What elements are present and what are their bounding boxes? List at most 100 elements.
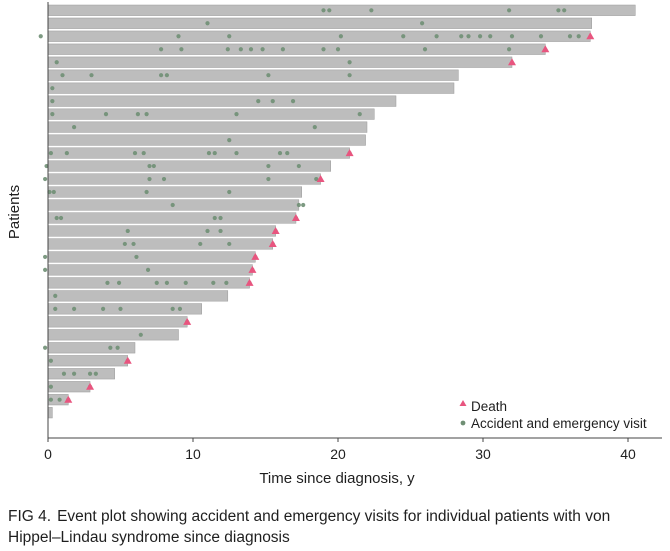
patient-bar: [47, 316, 188, 328]
visit-dot: [170, 306, 175, 311]
visit-dot: [227, 241, 232, 247]
visit-dot: [335, 47, 341, 52]
visit-dot: [105, 280, 110, 285]
visit-dot: [290, 99, 296, 104]
visit-dot: [225, 47, 230, 52]
x-axis-label: Time since diagnosis, y: [259, 470, 415, 487]
patient-bar: [47, 69, 459, 81]
visit-dot: [248, 47, 254, 52]
visit-dot: [54, 60, 59, 65]
death-triangle: [245, 278, 254, 286]
visit-dot: [422, 47, 428, 52]
visit-dot: [420, 21, 425, 26]
death-markers: [64, 32, 595, 403]
visit-dot: [72, 371, 77, 376]
death-triangle: [541, 45, 550, 53]
visit-dot: [218, 228, 223, 234]
patient-bars: [47, 4, 636, 419]
visit-dot: [218, 215, 223, 221]
visit-dot: [327, 8, 332, 13]
y-axis-label: Patients: [6, 185, 23, 239]
visit-dot: [206, 150, 212, 156]
visit-dot: [270, 99, 275, 104]
visit-dot: [296, 202, 301, 208]
legend-visit-label: Accident and emergency visit: [471, 416, 647, 431]
event-plot-chart: 0 10 20 30 40 Patients Time since diagnosis,…: [6, 2, 662, 487]
visit-dot: [177, 306, 183, 311]
visit-dot: [205, 228, 210, 234]
visit-dot: [138, 332, 143, 337]
patient-bar: [47, 251, 256, 263]
visit-dot: [48, 358, 54, 363]
visit-dot: [72, 125, 77, 130]
visit-dot: [134, 254, 139, 260]
visit-dot: [50, 112, 55, 117]
visit-dot: [234, 112, 239, 117]
visit-dot: [562, 8, 567, 13]
legend-death-triangle: [459, 400, 467, 406]
visit-dot: [176, 34, 181, 39]
death-triangle: [316, 175, 325, 183]
figure-caption-text: Event plot showing accident and emergenc…: [8, 508, 611, 546]
visit-dot: [478, 34, 483, 39]
visit-dot: [576, 34, 581, 39]
visit-dot: [401, 34, 406, 39]
visit-dot: [48, 397, 54, 402]
visit-dot: [347, 60, 352, 65]
death-triangle: [123, 356, 132, 364]
patient-bar: [47, 17, 592, 29]
visit-dot: [141, 150, 146, 156]
patient-bar: [47, 134, 366, 146]
visit-dot: [567, 34, 573, 39]
visit-dot: [312, 125, 317, 130]
visit-dot: [60, 73, 65, 78]
x-tick-label: 0: [44, 446, 52, 462]
visit-dot: [556, 8, 561, 13]
visit-dot: [466, 34, 471, 39]
visit-dot: [135, 112, 140, 117]
patient-bar: [47, 186, 302, 198]
patient-bar: [47, 56, 513, 68]
patient-bar: [47, 225, 276, 237]
visit-dot: [93, 371, 98, 376]
visit-dot: [314, 176, 319, 182]
patient-bar: [47, 160, 331, 172]
visit-dot: [115, 345, 120, 350]
visit-dot: [296, 163, 301, 169]
death-triangle: [248, 265, 257, 273]
visit-dot: [151, 163, 156, 169]
visit-dot: [227, 34, 232, 39]
patient-bar: [47, 30, 591, 42]
figure-caption: FIG 4. Event plot showing accident and em…: [8, 506, 658, 548]
visit-dot: [164, 73, 169, 78]
patient-bar: [47, 82, 455, 94]
visit-dot: [43, 345, 48, 350]
visit-dot: [125, 228, 130, 234]
visit-dot: [38, 34, 43, 39]
x-tick-label: 20: [330, 446, 346, 462]
visit-dot: [301, 202, 306, 208]
visit-dot: [224, 280, 229, 285]
death-triangle: [64, 395, 73, 403]
death-triangle: [508, 58, 516, 66]
visit-dot: [101, 306, 106, 311]
visit-dot: [459, 34, 464, 39]
visit-dot: [43, 176, 48, 182]
patient-bar: [47, 264, 253, 276]
visit-dot: [147, 176, 152, 182]
visit-dot: [48, 150, 54, 156]
visit-dot: [321, 47, 326, 52]
visit-dot: [53, 306, 58, 311]
death-triangle: [183, 317, 192, 325]
death-triangle: [271, 226, 280, 234]
visit-dot: [227, 138, 232, 143]
death-triangle: [268, 239, 277, 247]
visit-dot: [89, 73, 94, 78]
visit-dot: [116, 280, 122, 285]
visit-dot: [280, 47, 285, 52]
patient-bar: [47, 212, 297, 224]
legend: Death Accident and emergency visit: [459, 399, 647, 431]
visit-dot: [256, 99, 261, 104]
visit-dot: [234, 150, 239, 156]
patient-bar: [47, 4, 636, 16]
